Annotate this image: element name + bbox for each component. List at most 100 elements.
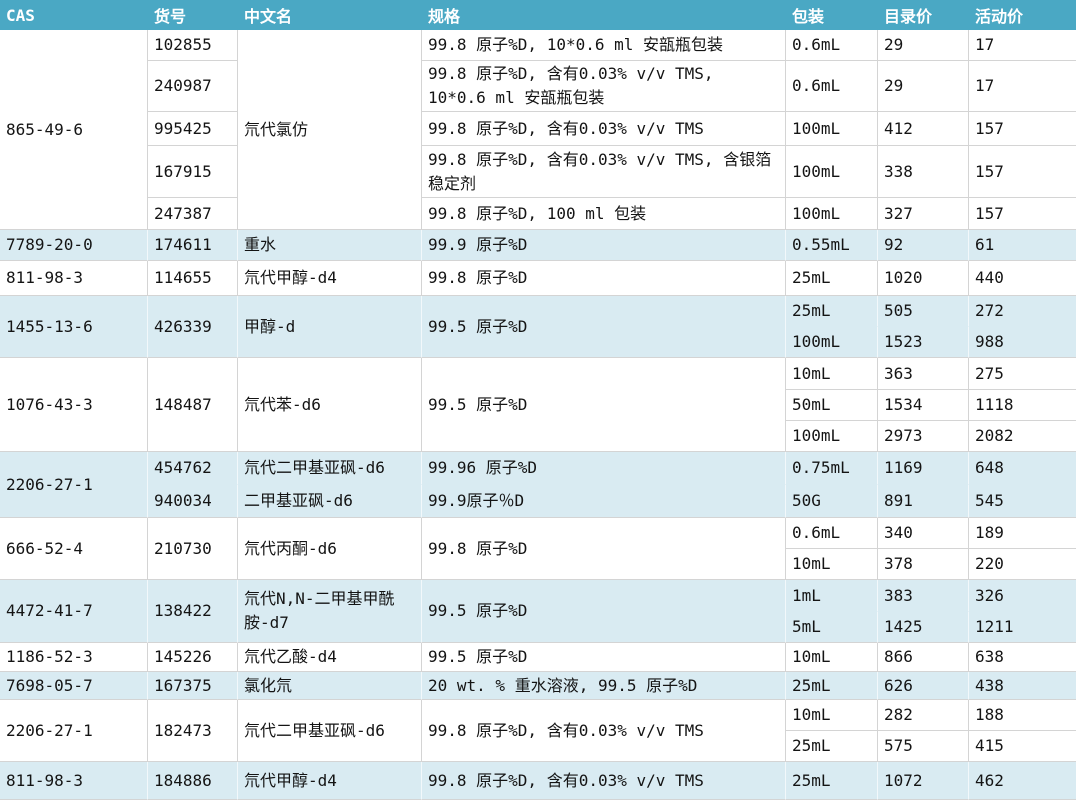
column-header-spec: 规格 bbox=[422, 0, 786, 30]
cell-list-price: 363 bbox=[878, 358, 969, 390]
cell-cas: 2206-27-1 bbox=[0, 452, 148, 518]
cell-name: 氘代氯仿 bbox=[238, 30, 422, 230]
cell-promo-price: 326 bbox=[969, 580, 1076, 612]
table-row: 100mL 2973 2082 bbox=[0, 421, 1076, 452]
cell-cas: 811-98-3 bbox=[0, 762, 148, 800]
table-row: 1076-43-3 148487 氘代苯-d6 99.5 原子%D 10mL 363 275 bbox=[0, 358, 1076, 452]
cell-list-price: 29 bbox=[878, 30, 969, 61]
cell-list-price: 1020 bbox=[878, 261, 969, 296]
column-header-list-price: 目录价 bbox=[878, 0, 969, 30]
cell-catalog: 426339 bbox=[148, 296, 238, 358]
cell-spec: 99.8 原子%D, 含有0.03% v/v TMS bbox=[422, 112, 786, 146]
cell-list-price: 1072 bbox=[878, 762, 969, 800]
cell-name: 氘代苯-d6 bbox=[238, 358, 422, 452]
cell-pack: 0.55mL bbox=[786, 230, 878, 261]
cell-catalog: 167915 bbox=[148, 146, 238, 198]
cell-list-price: 2973 bbox=[878, 421, 969, 452]
table-row: 1186-52-3 145226 氘代乙酸-d4 99.5 原子%D 10mL 866 63… bbox=[0, 643, 1076, 672]
cell-list-price: 338 bbox=[878, 146, 969, 198]
cell-catalog: 247387 bbox=[148, 198, 238, 230]
cell-list-price: 412 bbox=[878, 112, 969, 146]
table-row: 811-98-3 184886 氘代甲醇-d4 99.8 原子%D, 含有0.03% … bbox=[0, 762, 1076, 800]
cell-name: 氘代N,N-二甲基甲酰胺-d7 bbox=[238, 580, 422, 643]
cell-name: 氘代甲醇-d4 bbox=[238, 762, 422, 800]
cell-spec: 99.8 原子%D bbox=[422, 518, 786, 580]
cell-catalog: 114655 bbox=[148, 261, 238, 296]
table-row: 50mL 1534 1118 bbox=[0, 390, 1076, 421]
cell-pack: 100mL bbox=[786, 421, 878, 452]
cell-pack: 5mL bbox=[786, 612, 878, 643]
cell-spec: 99.8 原子%D, 含有0.03% v/v TMS bbox=[422, 700, 786, 762]
cell-spec: 99.8 原子%D, 含有0.03% v/v TMS, 10*0.6 ml 安瓿… bbox=[422, 61, 786, 112]
table-body: 865-49-6 102855 氘代氯仿 99.8 原子%D, 10*0.6 ml 安… bbox=[0, 30, 1076, 800]
cell-pack: 25mL bbox=[786, 762, 878, 800]
cell-catalog: 184886 bbox=[148, 762, 238, 800]
cell-spec: 99.96 原子%D bbox=[422, 452, 786, 485]
cell-name: 氘代二甲基亚砜-d6 bbox=[238, 452, 422, 485]
cell-spec: 99.9 原子%D bbox=[422, 230, 786, 261]
table-row: 240987 99.8 原子%D, 含有0.03% v/v TMS, 10*0.6… bbox=[0, 61, 1076, 112]
cell-name: 氘代丙酮-d6 bbox=[238, 518, 422, 580]
cell-promo-price: 189 bbox=[969, 518, 1076, 549]
cell-pack: 1mL bbox=[786, 580, 878, 612]
cell-list-price: 626 bbox=[878, 672, 969, 700]
cell-pack: 10mL bbox=[786, 549, 878, 580]
table-row: 2206-27-1 182473 氘代二甲基亚砜-d6 99.8 原子%D, 含有0.… bbox=[0, 700, 1076, 762]
cell-spec: 99.5 原子%D bbox=[422, 643, 786, 672]
table-row: 940034 二甲基亚砜-d6 99.9原子％D 50G 891 545 bbox=[0, 485, 1076, 518]
cell-spec: 99.8 原子%D, 含有0.03% v/v TMS, 含银箔稳定剂 bbox=[422, 146, 786, 198]
cell-list-price: 92 bbox=[878, 230, 969, 261]
cell-catalog: 148487 bbox=[148, 358, 238, 452]
cell-cas: 2206-27-1 bbox=[0, 700, 148, 762]
cell-name: 氯化氘 bbox=[238, 672, 422, 700]
cell-promo-price: 1118 bbox=[969, 390, 1076, 421]
cell-promo-price: 188 bbox=[969, 700, 1076, 731]
table-header: CAS 货号 中文名 规格 包装 目录价 活动价 bbox=[0, 0, 1076, 30]
cell-name: 氘代二甲基亚砜-d6 bbox=[238, 700, 422, 762]
cell-name: 氘代乙酸-d4 bbox=[238, 643, 422, 672]
cell-list-price: 1425 bbox=[878, 612, 969, 643]
table-row: 995425 99.8 原子%D, 含有0.03% v/v TMS 100mL 412… bbox=[0, 112, 1076, 146]
cell-pack: 100mL bbox=[786, 146, 878, 198]
cell-promo-price: 438 bbox=[969, 672, 1076, 700]
cell-pack: 25mL bbox=[786, 261, 878, 296]
table-row: 811-98-3 114655 氘代甲醇-d4 99.8 原子%D 25mL 1020 44… bbox=[0, 261, 1076, 296]
cell-list-price: 340 bbox=[878, 518, 969, 549]
cell-promo-price: 545 bbox=[969, 485, 1076, 518]
cell-spec: 99.8 原子%D bbox=[422, 261, 786, 296]
cell-spec: 99.9原子％D bbox=[422, 485, 786, 518]
cell-list-price: 575 bbox=[878, 731, 969, 762]
cell-pack: 10mL bbox=[786, 700, 878, 731]
column-header-promo-price: 活动价 bbox=[969, 0, 1076, 30]
table-row: 25mL 575 415 bbox=[0, 731, 1076, 762]
cell-name: 甲醇-d bbox=[238, 296, 422, 358]
cell-catalog: 102855 bbox=[148, 30, 238, 61]
column-header-name: 中文名 bbox=[238, 0, 422, 30]
cell-promo-price: 157 bbox=[969, 146, 1076, 198]
cell-catalog: 940034 bbox=[148, 485, 238, 518]
cell-list-price: 1534 bbox=[878, 390, 969, 421]
column-header-catalog: 货号 bbox=[148, 0, 238, 30]
cell-catalog: 182473 bbox=[148, 700, 238, 762]
cell-promo-price: 440 bbox=[969, 261, 1076, 296]
cell-list-price: 282 bbox=[878, 700, 969, 731]
cell-catalog: 167375 bbox=[148, 672, 238, 700]
cell-promo-price: 1211 bbox=[969, 612, 1076, 643]
column-header-pack: 包装 bbox=[786, 0, 878, 30]
cell-catalog: 240987 bbox=[148, 61, 238, 112]
cell-promo-price: 275 bbox=[969, 358, 1076, 390]
cell-pack: 0.6mL bbox=[786, 518, 878, 549]
cell-cas: 4472-41-7 bbox=[0, 580, 148, 643]
cell-pack: 25mL bbox=[786, 296, 878, 327]
cell-catalog: 210730 bbox=[148, 518, 238, 580]
cell-promo-price: 648 bbox=[969, 452, 1076, 485]
cell-promo-price: 638 bbox=[969, 643, 1076, 672]
table-row: 7789-20-0 174611 重水 99.9 原子%D 0.55mL 92 61 bbox=[0, 230, 1076, 261]
cell-cas: 865-49-6 bbox=[0, 30, 148, 230]
cell-list-price: 1169 bbox=[878, 452, 969, 485]
cell-pack: 100mL bbox=[786, 112, 878, 146]
cell-pack: 50mL bbox=[786, 390, 878, 421]
cell-catalog: 145226 bbox=[148, 643, 238, 672]
cell-spec: 99.8 原子%D, 含有0.03% v/v TMS bbox=[422, 762, 786, 800]
